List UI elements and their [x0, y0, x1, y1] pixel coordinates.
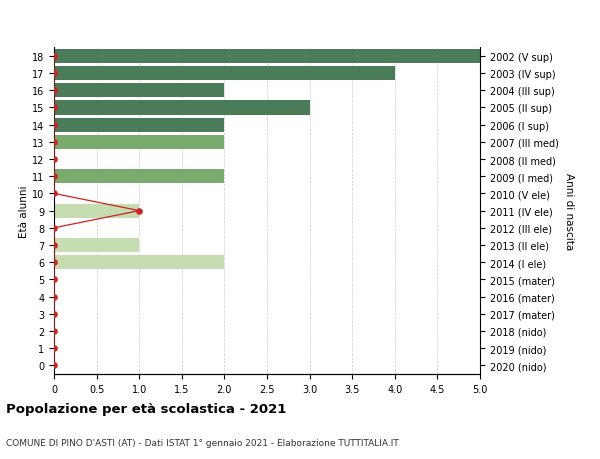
Point: [49, 139, 59, 146]
Point: [49, 53, 59, 61]
Bar: [54, 204, 139, 218]
Bar: [54, 84, 224, 98]
Bar: [54, 118, 224, 132]
Point: [49, 173, 59, 180]
Bar: [54, 50, 480, 64]
Bar: [54, 170, 224, 184]
Text: Popolazione per età scolastica - 2021: Popolazione per età scolastica - 2021: [6, 403, 286, 415]
Y-axis label: Anni di nascita: Anni di nascita: [564, 173, 574, 250]
Point: [49, 345, 59, 352]
Point: [49, 224, 59, 232]
Point: [49, 87, 59, 95]
Point: [49, 259, 59, 266]
Point: [49, 105, 59, 112]
Point: [49, 276, 59, 283]
Point: [49, 362, 59, 369]
Point: [49, 122, 59, 129]
Point: [49, 328, 59, 335]
Point: [49, 190, 59, 198]
Bar: [54, 67, 395, 81]
Bar: [54, 101, 310, 115]
Text: COMUNE DI PINO D'ASTI (AT) - Dati ISTAT 1° gennaio 2021 - Elaborazione TUTTITALI: COMUNE DI PINO D'ASTI (AT) - Dati ISTAT …: [6, 438, 399, 448]
Point: [49, 242, 59, 249]
Bar: [54, 238, 139, 252]
Y-axis label: Età alunni: Età alunni: [19, 185, 29, 237]
Point: [49, 70, 59, 78]
Point: [49, 293, 59, 301]
Bar: [54, 256, 224, 269]
Point: [49, 156, 59, 163]
Point: [134, 207, 144, 215]
Bar: [54, 135, 224, 150]
Point: [49, 310, 59, 318]
